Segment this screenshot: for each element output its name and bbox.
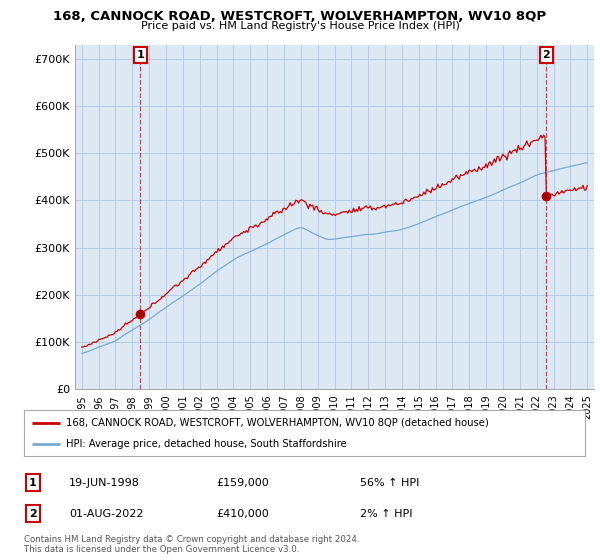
Text: Contains HM Land Registry data © Crown copyright and database right 2024.
This d: Contains HM Land Registry data © Crown c… bbox=[24, 535, 359, 554]
Text: 168, CANNOCK ROAD, WESTCROFT, WOLVERHAMPTON, WV10 8QP: 168, CANNOCK ROAD, WESTCROFT, WOLVERHAMP… bbox=[53, 10, 547, 22]
Text: 19-JUN-1998: 19-JUN-1998 bbox=[69, 478, 140, 488]
Text: £410,000: £410,000 bbox=[216, 508, 269, 519]
Text: 1: 1 bbox=[29, 478, 37, 488]
Text: 01-AUG-2022: 01-AUG-2022 bbox=[69, 508, 143, 519]
Text: 56% ↑ HPI: 56% ↑ HPI bbox=[360, 478, 419, 488]
Text: 2: 2 bbox=[542, 50, 550, 60]
Text: 2% ↑ HPI: 2% ↑ HPI bbox=[360, 508, 413, 519]
Text: HPI: Average price, detached house, South Staffordshire: HPI: Average price, detached house, Sout… bbox=[66, 439, 347, 449]
Text: Price paid vs. HM Land Registry's House Price Index (HPI): Price paid vs. HM Land Registry's House … bbox=[140, 21, 460, 31]
Text: 2: 2 bbox=[29, 508, 37, 519]
Text: £159,000: £159,000 bbox=[216, 478, 269, 488]
Text: 1: 1 bbox=[136, 50, 144, 60]
Text: 168, CANNOCK ROAD, WESTCROFT, WOLVERHAMPTON, WV10 8QP (detached house): 168, CANNOCK ROAD, WESTCROFT, WOLVERHAMP… bbox=[66, 418, 489, 428]
